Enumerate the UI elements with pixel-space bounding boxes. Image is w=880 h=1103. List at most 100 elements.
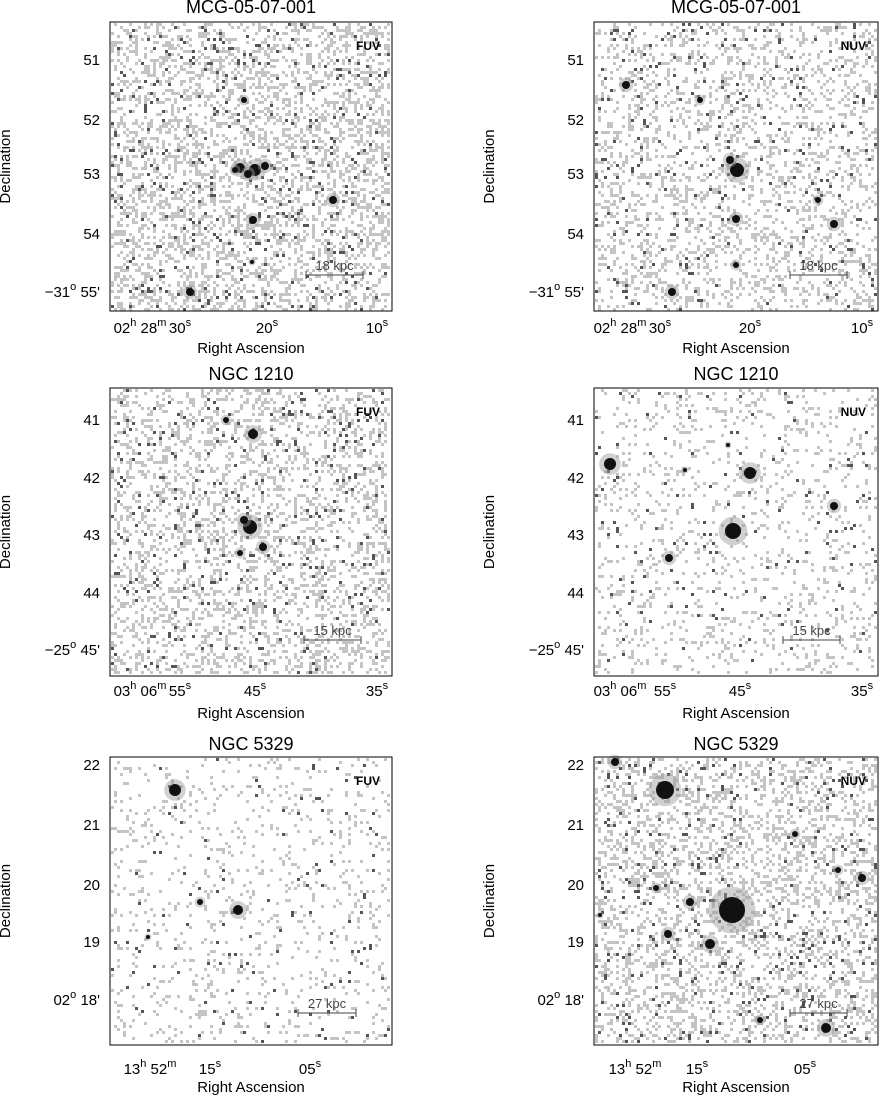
- x-tick-label: 30s: [169, 317, 192, 337]
- source: [169, 784, 181, 796]
- scale-bar: [789, 271, 848, 279]
- superscript: m: [637, 680, 646, 692]
- panel: MCG-05-07-001 FUV 18 kpc Right Ascension Dec…: [0, 0, 393, 357]
- label-part: 02: [594, 320, 611, 337]
- superscript: s: [273, 317, 279, 329]
- band-label: FUV: [356, 774, 380, 788]
- superscript: s: [216, 1058, 222, 1070]
- superscript: m: [167, 1058, 176, 1070]
- x-tick-label: 45s: [729, 680, 752, 700]
- x-tick-label: 35s: [851, 680, 874, 700]
- source: [249, 164, 261, 176]
- label-part: 02: [53, 992, 70, 1009]
- superscript: m: [652, 1058, 661, 1070]
- label-part: 13: [609, 1061, 626, 1078]
- source: [261, 162, 269, 170]
- label-part: 55': [76, 284, 100, 301]
- plot-frame: [593, 387, 879, 677]
- x-tick-label: 02h 28m: [114, 317, 167, 337]
- label-part: 18': [560, 992, 584, 1009]
- source: [186, 288, 194, 296]
- label-part: 02: [537, 992, 554, 1009]
- scale-bar: [789, 1009, 848, 1017]
- source: [241, 97, 247, 103]
- superscript: h: [130, 317, 136, 329]
- source: [757, 1017, 763, 1023]
- label-part: −25: [45, 642, 70, 659]
- label-part: 20: [739, 320, 756, 337]
- label-part: 02: [114, 320, 131, 337]
- source: [237, 550, 243, 556]
- band-label: NUV: [841, 774, 866, 788]
- superscript: s: [186, 317, 192, 329]
- scale-label: 27 kpc: [799, 996, 838, 1011]
- y-tick-label: 19: [83, 934, 100, 951]
- label-part: 03: [594, 683, 611, 700]
- source: [665, 554, 673, 562]
- superscript: s: [671, 680, 677, 692]
- band-label: FUV: [356, 405, 380, 419]
- y-tick-label: 41: [83, 412, 100, 429]
- source: [705, 939, 715, 949]
- plot-frame: [109, 387, 393, 677]
- scale-label: 18 kpc: [799, 258, 838, 273]
- source: [835, 867, 841, 873]
- label-part: 45: [244, 683, 261, 700]
- source: [815, 197, 821, 203]
- y-tick-label: 19: [567, 934, 584, 951]
- y-tick-label: 42: [567, 470, 584, 487]
- image-noise: [595, 389, 877, 674]
- superscript: s: [666, 317, 672, 329]
- y-axis-label: Declination: [0, 495, 14, 569]
- y-axis-label: Declination: [0, 864, 14, 938]
- source: [725, 523, 741, 539]
- source: [732, 215, 740, 223]
- y-tick-label: 20: [567, 877, 584, 894]
- label-part: −31: [45, 284, 70, 301]
- y-axis-label: Declination: [481, 495, 498, 569]
- superscript: s: [383, 317, 389, 329]
- source: [598, 913, 602, 917]
- source: [249, 216, 257, 224]
- x-tick-label: 03h 06m: [114, 680, 167, 700]
- label-part: 55': [560, 284, 584, 301]
- panel: NGC 1210 FUV 15 kpc Right Ascension Declinat…: [0, 364, 393, 722]
- x-tick-label: 10s: [366, 317, 389, 337]
- scale-bar: [305, 271, 364, 279]
- image-noise: [111, 23, 390, 311]
- scale-label: 15 kpc: [313, 623, 352, 638]
- y-tick-label: 02o 18': [537, 989, 584, 1009]
- label-part: 20: [256, 320, 273, 337]
- plot-frame: [593, 21, 879, 312]
- superscript: s: [703, 1058, 709, 1070]
- superscript: h: [610, 317, 616, 329]
- superscript: h: [130, 680, 136, 692]
- plot-frame: [109, 21, 393, 312]
- panel-title: NGC 5329: [693, 734, 778, 754]
- label-part: 30: [169, 320, 186, 337]
- x-axis-label: Right Ascension: [682, 340, 790, 357]
- label-part: 05: [299, 1061, 316, 1078]
- x-tick-label: 03h 06m: [594, 680, 647, 700]
- scale-bar: [303, 636, 362, 644]
- label-part: 45': [76, 642, 100, 659]
- y-tick-label: 02o 18': [53, 989, 100, 1009]
- source: [830, 502, 838, 510]
- label-part: 28: [616, 320, 637, 337]
- superscript: s: [868, 680, 874, 692]
- source: [653, 885, 659, 891]
- source: [622, 81, 630, 89]
- x-tick-label: 13h 52m: [609, 1058, 662, 1078]
- superscript: h: [140, 1058, 146, 1070]
- source: [233, 905, 243, 915]
- source: [250, 260, 254, 264]
- label-part: 10: [366, 320, 383, 337]
- panel-title: MCG-05-07-001: [186, 0, 316, 17]
- panel: MCG-05-07-001 NUV 18 kpc Right Ascension Dec…: [481, 0, 879, 357]
- panel-title: NGC 1210: [693, 364, 778, 384]
- y-axis-label: Declination: [481, 129, 498, 203]
- superscript: m: [157, 317, 166, 329]
- y-tick-label: 53: [567, 166, 584, 183]
- scale-bar: [297, 1009, 357, 1017]
- plot-frame: [109, 756, 393, 1046]
